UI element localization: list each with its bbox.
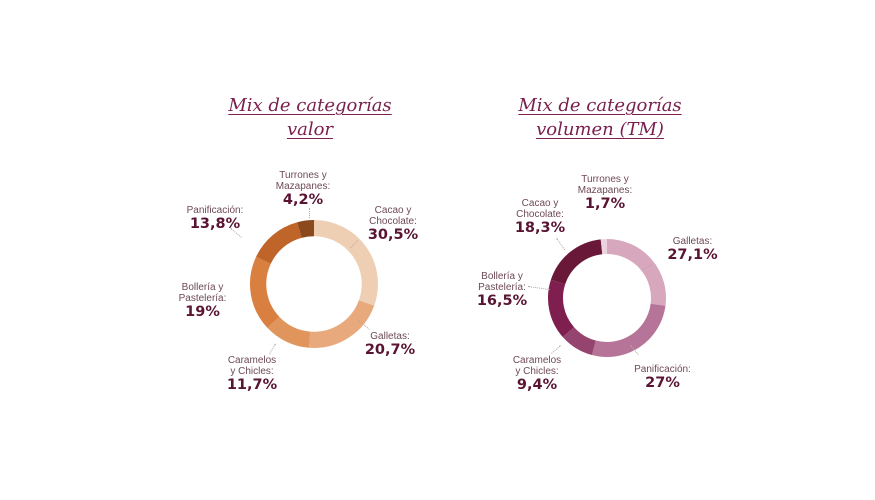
chart-title-valor: Mix de categorías valor — [160, 94, 460, 142]
title-line-1: Mix de categorías — [228, 95, 392, 116]
donut-segment-galletas — [606, 239, 666, 306]
label-bolleria-valor: Bollería y Pastelería: 19% — [178, 282, 227, 320]
label-galletas-valor: Galletas: 20,7% — [364, 331, 416, 358]
donut-segment-boller-a-y-pasteler-a — [548, 279, 575, 338]
label-turrones-valor: Turrones y Mazapanes: 4,2% — [275, 170, 331, 208]
chart-title-volumen: Mix de categorías volumen (TM) — [450, 94, 750, 142]
donut-segment-panificaci-n — [256, 222, 302, 265]
label-turrones-volumen: Turrones y Mazapanes: 1,7% — [577, 174, 633, 212]
label-bolleria-volumen: Bollería y Pastelería: 16,5% — [476, 271, 528, 309]
donut-segment-caramelos-y-chicles — [562, 326, 597, 356]
donut-segment-galletas — [308, 299, 375, 348]
donut-volumen — [548, 239, 666, 357]
label-cacao-valor: Cacao y Chocolate: 30,5% — [367, 205, 419, 243]
donut-segment-panificaci-n — [591, 303, 666, 357]
title-line-1: Mix de categorías — [518, 95, 682, 116]
label-caramelos-volumen: Caramelos y Chicles: 9,4% — [512, 355, 562, 393]
donut-segment-boller-a-y-pasteler-a — [250, 256, 280, 328]
donut-segment-turrones-y-mazapanes — [297, 220, 315, 238]
donut-segment-caramelos-y-chicles — [267, 316, 311, 348]
label-caramelos-valor: Caramelos y Chicles: 11,7% — [226, 355, 278, 393]
label-panificacion-volumen: Panificación: 27% — [634, 364, 691, 391]
donut-segment-cacao-y-chocolate — [313, 220, 378, 306]
label-panificacion-valor: Panificación: 13,8% — [186, 205, 244, 232]
donut-valor — [250, 220, 378, 348]
title-line-2: volumen (TM) — [536, 119, 664, 140]
title-line-2: valor — [286, 119, 334, 140]
donut-segment-cacao-y-chocolate — [550, 239, 603, 285]
chart-volumen: Mix de categorías volumen (TM) Turrones … — [450, 0, 750, 500]
leader-line — [309, 208, 310, 218]
label-cacao-volumen: Cacao y Chocolate: 18,3% — [514, 198, 566, 236]
label-galletas-volumen: Galletas: 27,1% — [667, 236, 718, 263]
chart-valor: Mix de categorías valor Turrones y Mazap… — [160, 0, 460, 500]
